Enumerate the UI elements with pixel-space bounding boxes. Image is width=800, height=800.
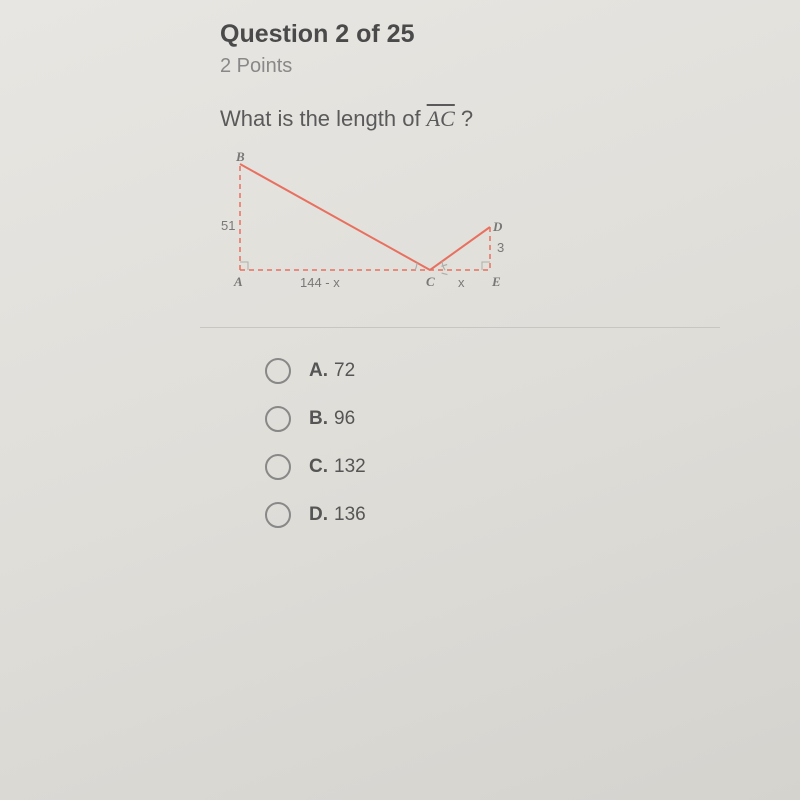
option-value: 72	[334, 360, 355, 382]
svg-text:E: E	[491, 274, 501, 289]
content-area: Question 2 of 25 2 Points What is the le…	[220, 20, 700, 528]
option-letter: D.	[309, 504, 328, 526]
svg-text:3: 3	[497, 240, 504, 255]
option-value: 96	[334, 408, 355, 430]
prompt-suffix: ?	[455, 106, 473, 131]
quiz-container: Question 2 of 25 2 Points What is the le…	[0, 0, 800, 528]
radio-icon	[265, 406, 291, 432]
option-a[interactable]: A. 72	[265, 358, 700, 384]
option-letter: A.	[309, 360, 328, 382]
segment-ac: AC	[427, 106, 455, 131]
svg-text:51: 51	[221, 218, 235, 233]
divider	[200, 327, 720, 328]
prompt-prefix: What is the length of	[220, 106, 427, 131]
svg-text:x: x	[458, 275, 465, 290]
geometry-diagram: B A C E D 51 144 - x x 3	[215, 152, 515, 302]
option-value: 132	[334, 456, 366, 478]
svg-text:C: C	[426, 274, 435, 289]
question-prompt: What is the length of AC ?	[220, 106, 700, 132]
answer-options: A. 72 B. 96 C. 132 D. 136	[265, 358, 700, 528]
question-title: Question 2 of 25	[220, 20, 700, 49]
option-d[interactable]: D. 136	[265, 502, 700, 528]
radio-icon	[265, 454, 291, 480]
option-value: 136	[334, 504, 366, 526]
radio-icon	[265, 502, 291, 528]
question-points: 2 Points	[220, 55, 700, 78]
option-letter: B.	[309, 408, 328, 430]
svg-text:D: D	[492, 219, 503, 234]
radio-icon	[265, 358, 291, 384]
svg-text:144 - x: 144 - x	[300, 275, 340, 290]
svg-text:A: A	[233, 274, 243, 289]
option-letter: C.	[309, 456, 328, 478]
svg-text:B: B	[235, 152, 245, 164]
option-b[interactable]: B. 96	[265, 406, 700, 432]
option-c[interactable]: C. 132	[265, 454, 700, 480]
diagram-wrap: B A C E D 51 144 - x x 3	[215, 152, 700, 307]
